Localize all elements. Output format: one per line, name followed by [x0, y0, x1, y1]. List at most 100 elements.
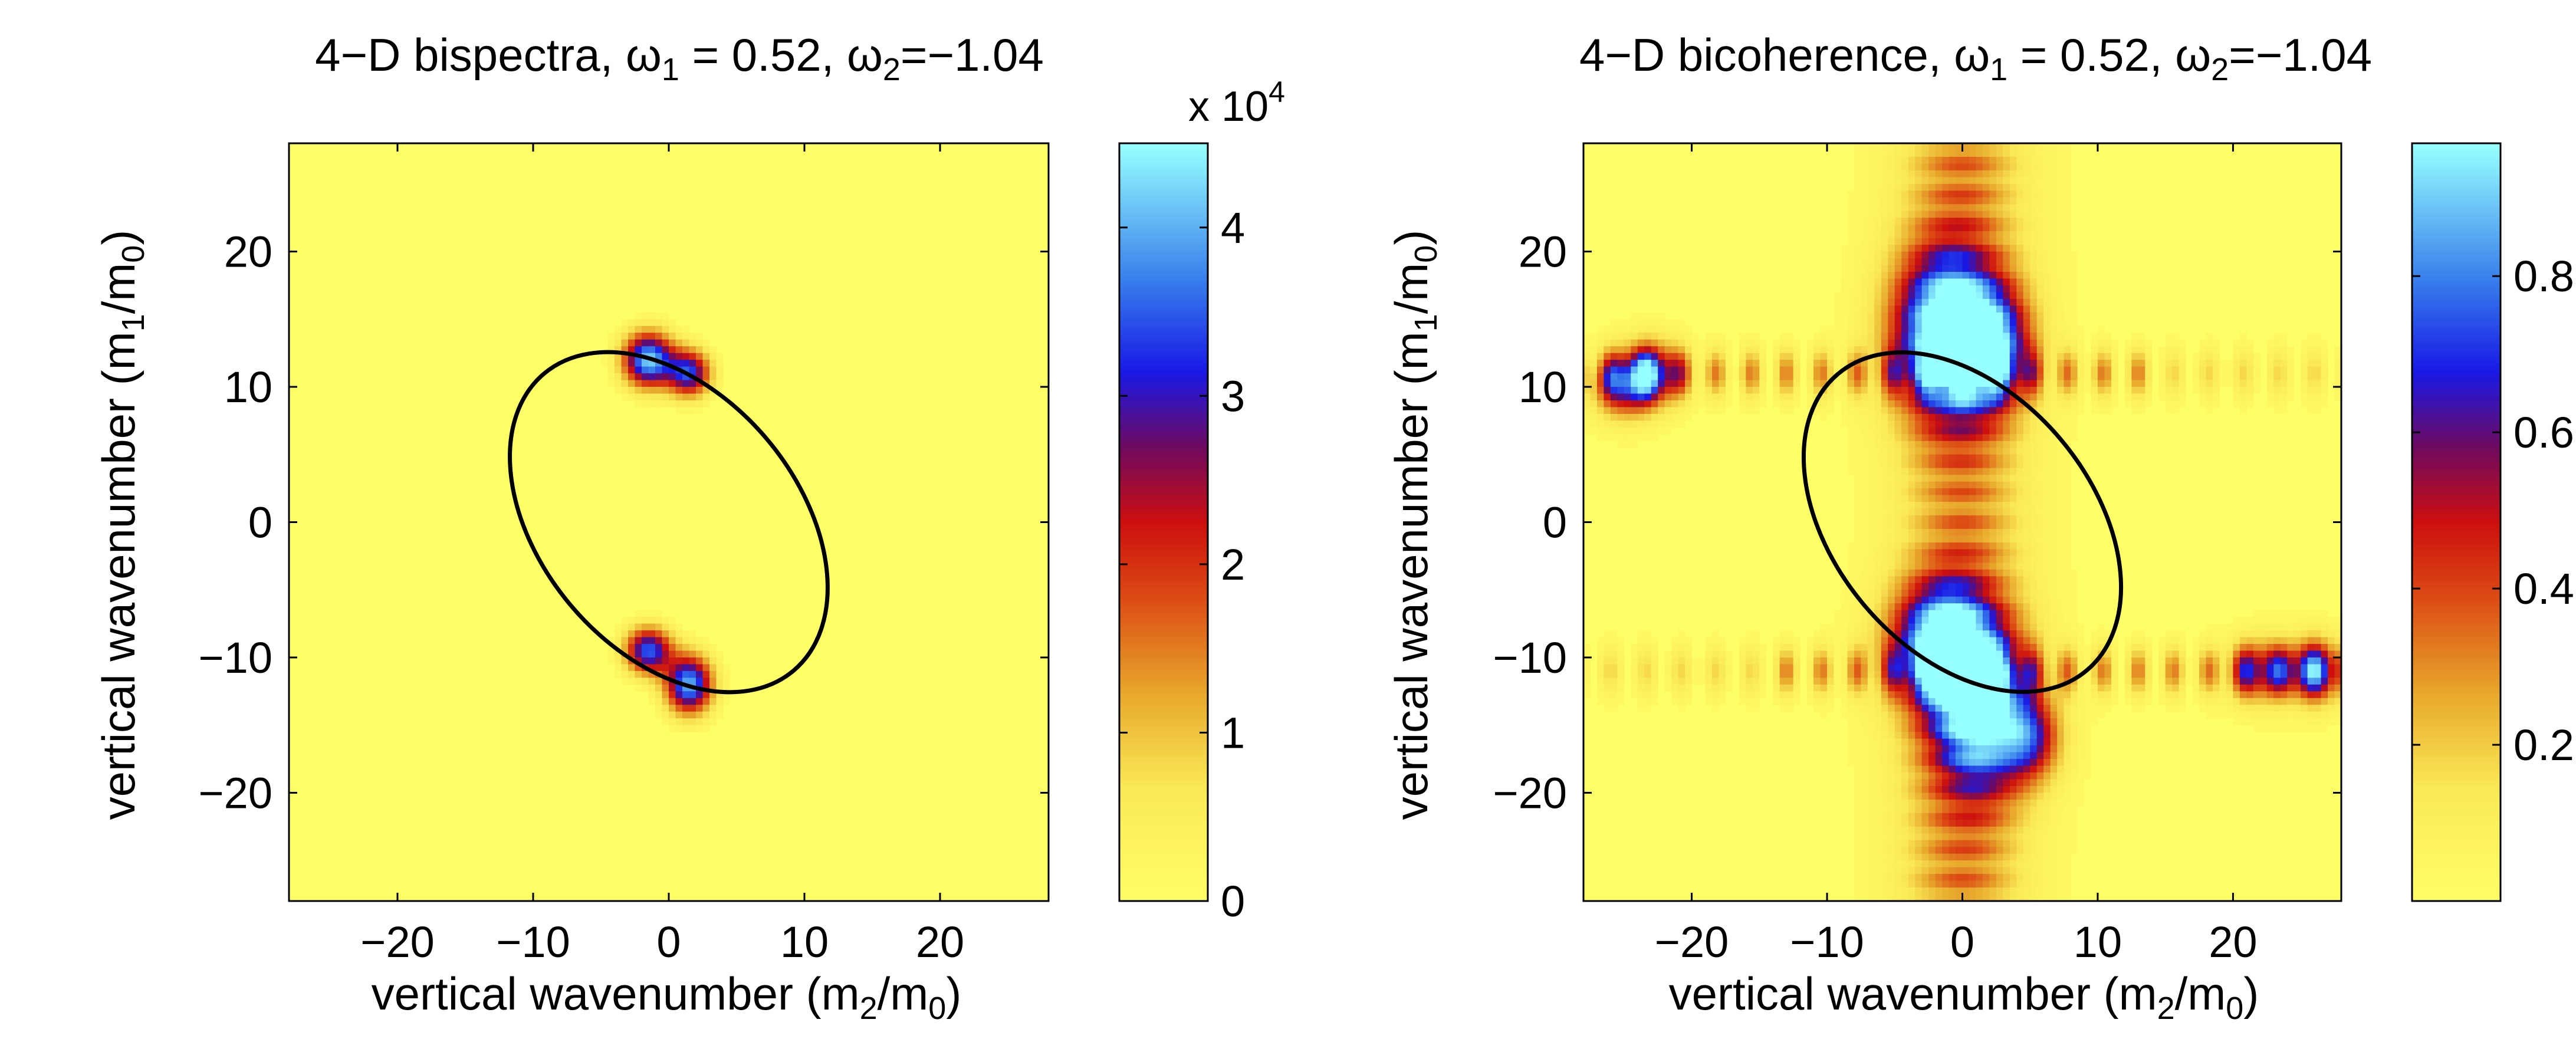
- bicoherence-heatmap-cell: [1637, 698, 1645, 705]
- bicoherence-heatmap-cell: [1982, 292, 1990, 300]
- bispectra-heatmap-cell: [689, 380, 696, 387]
- bispectra-heatmap-cell: [648, 393, 656, 401]
- bicoherence-heatmap-cell: [1908, 657, 1915, 665]
- bispectra-heatmap-cell: [635, 678, 642, 685]
- bicoherence-heatmap-cell: [1867, 650, 1875, 658]
- bicoherence-heatmap-cell: [2030, 867, 2038, 874]
- bicoherence-heatmap-cell: [2009, 495, 2017, 502]
- bicoherence-heatmap-cell: [1956, 333, 1963, 340]
- bicoherence-heatmap-cell: [1921, 271, 1929, 280]
- bicoherence-heatmap-cell: [2036, 488, 2044, 496]
- bicoherence-heatmap-cell: [1996, 650, 2003, 658]
- bicoherence-heatmap-cell: [1915, 785, 1923, 794]
- bicoherence-heatmap-cell: [1982, 894, 1990, 902]
- bicoherence-heatmap-cell: [1664, 678, 1672, 685]
- bicoherence-heatmap-cell: [2036, 867, 2044, 874]
- bicoherence-heatmap-cell: [1881, 718, 1888, 726]
- bicoherence-heatmap-cell: [2030, 481, 2038, 489]
- bicoherence-heatmap-cell: [1658, 353, 1665, 360]
- bispectra-heatmap-cell: [669, 623, 676, 631]
- bicoherence-heatmap-cell: [1901, 407, 1909, 415]
- bicoherence-heatmap-cell: [1874, 156, 1882, 165]
- bicoherence-heatmap-cell: [1881, 495, 1888, 502]
- bicoherence-heatmap-cell: [1644, 630, 1652, 638]
- bicoherence-heatmap-cell: [2023, 880, 2030, 888]
- bicoherence-heatmap-cell: [1921, 535, 1929, 543]
- bispectra-heatmap-cell: [689, 346, 696, 354]
- bispectra-heatmap-cell: [648, 650, 656, 658]
- bicoherence-heatmap-cell: [1651, 413, 1658, 421]
- bicoherence-heatmap-cell: [2016, 637, 2024, 645]
- bicoherence-heatmap-cell: [1854, 670, 1861, 678]
- bicoherence-heatmap-cell: [1969, 867, 1977, 874]
- bicoherence-heatmap-cell: [1942, 448, 1950, 455]
- bicoherence-heatmap-cell: [1956, 346, 1963, 354]
- bicoherence-heatmap-cell: [2023, 454, 2030, 462]
- bicoherence-heatmap-cell: [1935, 623, 1943, 631]
- bicoherence-heatmap-cell: [1928, 475, 1936, 482]
- bicoherence-heatmap-cell: [2043, 644, 2051, 652]
- bicoherence-heatmap-cell: [1982, 461, 1990, 469]
- bispectra-heatmap-cell: [669, 691, 676, 699]
- bicoherence-heatmap-cell: [1888, 373, 1895, 381]
- bicoherence-heatmap-cell: [2016, 434, 2024, 442]
- bicoherence-heatmap-cell: [1928, 603, 1936, 611]
- bicoherence-heatmap-cell: [1969, 569, 1977, 577]
- bicoherence-heatmap-cell: [1854, 177, 1861, 185]
- bicoherence-heatmap-cell: [1793, 637, 1800, 645]
- bicoherence-heatmap-cell: [1976, 563, 1983, 570]
- bicoherence-heatmap-cell: [1867, 204, 1875, 212]
- bispectra-plot-area: [289, 143, 1049, 901]
- bicoherence-heatmap-cell: [1874, 420, 1882, 428]
- bicoherence-heatmap-cell: [2050, 698, 2058, 705]
- bicoherence-heatmap-cell: [1894, 271, 1902, 280]
- bicoherence-heatmap-cell: [1671, 360, 1679, 367]
- bicoherence-heatmap-cell: [1644, 420, 1652, 428]
- bicoherence-heatmap-cell: [2016, 779, 2024, 787]
- bicoherence-heatmap-cell: [1651, 427, 1658, 435]
- bispectra-colorbar-swatch: [1119, 791, 1208, 795]
- bicoherence-heatmap-cell: [2050, 793, 2058, 800]
- bicoherence-heatmap-cell: [1962, 333, 1970, 340]
- bicoherence-heatmap-cell: [1678, 684, 1685, 692]
- bispectra-colorbar-swatch: [1119, 844, 1208, 849]
- bicoherence-heatmap-cell: [2016, 143, 2024, 151]
- bicoherence-heatmap-cell: [2009, 197, 2017, 205]
- bispectra-heatmap-cell: [702, 725, 710, 732]
- bicoherence-heatmap-cell: [1901, 840, 1909, 847]
- bicoherence-heatmap-cell: [1969, 623, 1977, 631]
- bicoherence-heatmap-cell: [2016, 156, 2024, 165]
- bispectra-heatmap-cell: [669, 373, 676, 381]
- bicoherence-heatmap-cell: [1685, 691, 1693, 699]
- bicoherence-heatmap-cell: [1935, 420, 1943, 428]
- bicoherence-heatmap-cell: [1928, 508, 1936, 516]
- bicoherence-heatmap-cell: [1928, 305, 1936, 313]
- bicoherence-heatmap-cell: [1962, 387, 1970, 394]
- bicoherence-heatmap-cell: [1861, 251, 1868, 259]
- bicoherence-heatmap-cell: [2016, 440, 2024, 448]
- bicoherence-heatmap-cell: [1881, 292, 1888, 300]
- bicoherence-heatmap-cell: [1834, 353, 1841, 360]
- bicoherence-heatmap-cell: [1921, 211, 1929, 218]
- bicoherence-heatmap-cell: [1881, 407, 1888, 415]
- bicoherence-heatmap-cell: [1976, 569, 1983, 577]
- bicoherence-heatmap-cell: [1996, 549, 2003, 557]
- bispectra-heatmap-cell: [655, 387, 663, 394]
- bicoherence-heatmap-cell: [1976, 576, 1983, 584]
- bicoherence-heatmap-cell: [1637, 664, 1645, 672]
- bicoherence-heatmap-cell: [1644, 705, 1652, 712]
- bicoherence-heatmap-cell: [1867, 488, 1875, 496]
- bicoherence-heatmap-cell: [1779, 650, 1787, 658]
- bicoherence-heatmap-cell: [1888, 285, 1895, 293]
- bicoherence-heatmap-cell: [2016, 305, 2024, 313]
- bispectra-colorbar-swatch: [1119, 525, 1208, 531]
- bicoherence-heatmap-cell: [1982, 434, 1990, 442]
- bicoherence-heatmap-cell: [2036, 285, 2044, 293]
- bicoherence-heatmap-cell: [1658, 373, 1665, 381]
- bicoherence-heatmap-cell: [1915, 211, 1923, 218]
- bicoherence-heatmap-cell: [1976, 305, 1983, 313]
- bicoherence-heatmap-cell: [1962, 765, 1970, 773]
- bicoherence-heatmap-cell: [1976, 705, 1983, 712]
- bicoherence-heatmap-cell: [1671, 407, 1679, 415]
